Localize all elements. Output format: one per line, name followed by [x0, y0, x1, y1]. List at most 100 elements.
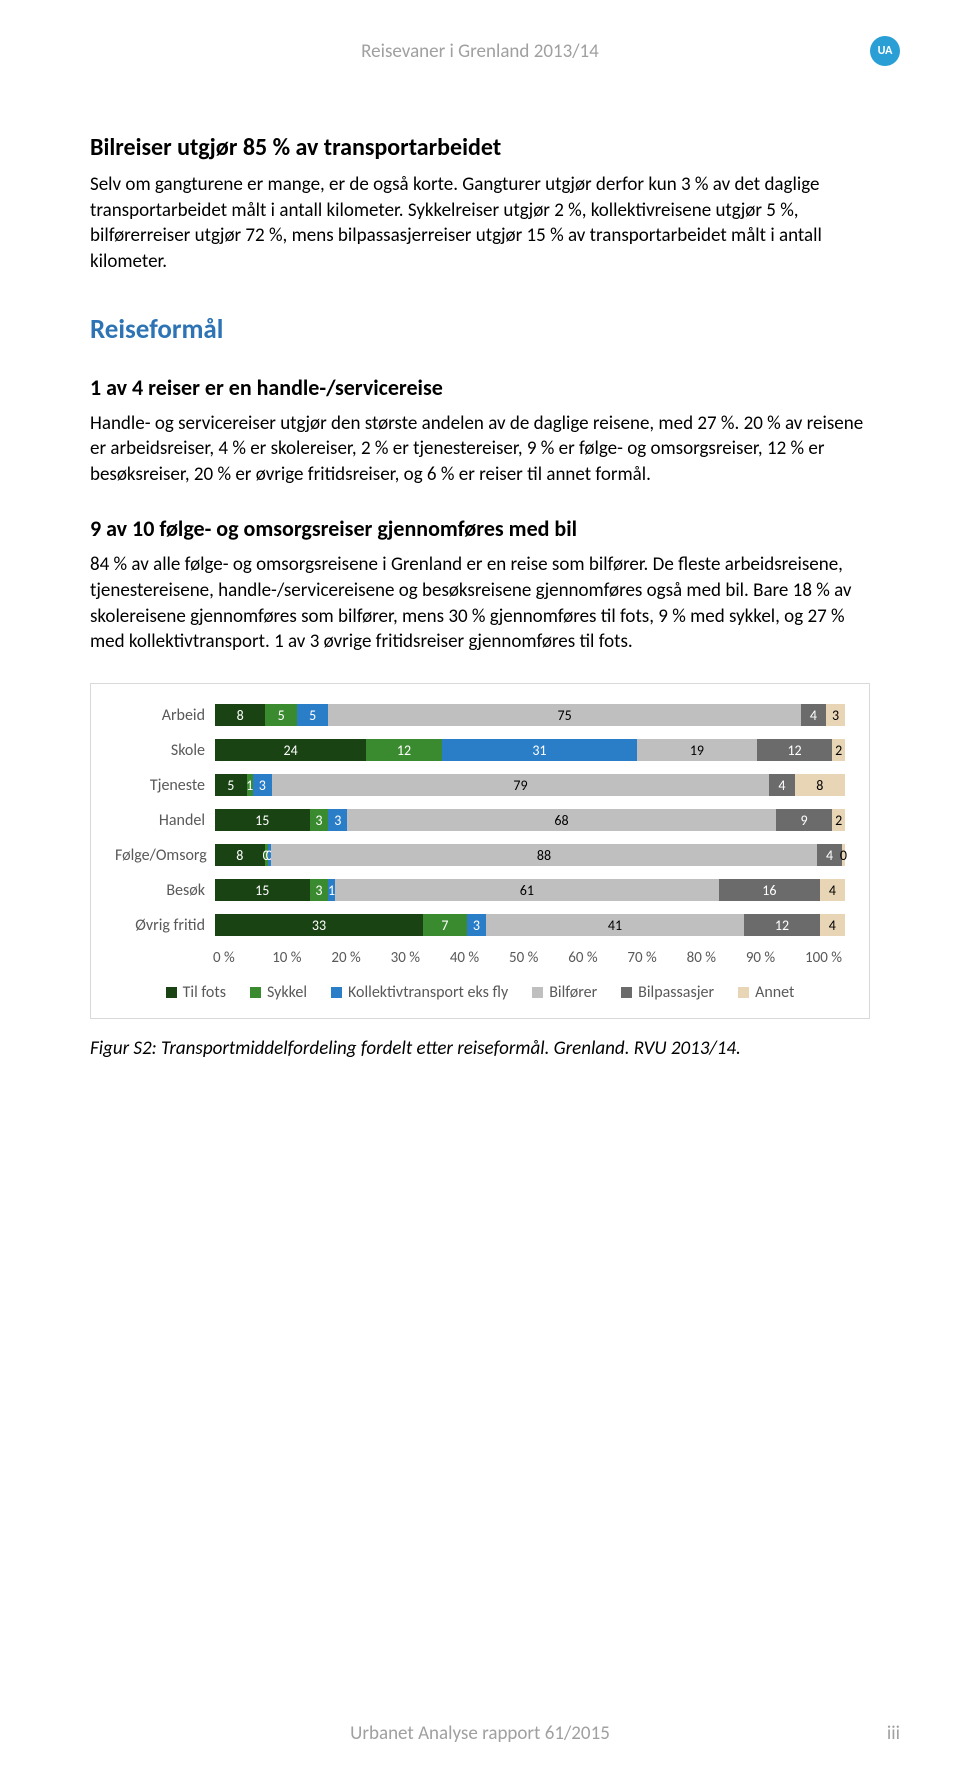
- legend-label: Bilpassasjer: [638, 983, 714, 1002]
- bar-segment: 15: [215, 809, 310, 831]
- bar-track: 8557543: [215, 704, 845, 726]
- axis-tick: 30 %: [391, 949, 450, 967]
- bar-track: 5137948: [215, 774, 845, 796]
- legend-label: Annet: [755, 983, 794, 1002]
- legend-item: Kollektivtransport eks fly: [331, 983, 508, 1002]
- row-label: Øvrig fritid: [115, 916, 215, 935]
- bar-segment: 3: [328, 809, 347, 831]
- legend-item: Bilpassasjer: [621, 983, 714, 1002]
- bar-segment: 5: [297, 704, 329, 726]
- bar-segment: 41: [486, 914, 744, 936]
- sub1-body: Handle- og servicereiser utgjør den stør…: [90, 411, 870, 488]
- section2-title: Reiseformål: [90, 313, 870, 346]
- axis-tick: 70 %: [627, 949, 686, 967]
- stacked-bar-chart: Arbeid8557543Skole24123119122Tjeneste513…: [90, 683, 870, 1019]
- bar-segment: 24: [215, 739, 366, 761]
- axis-tick: 80 %: [687, 949, 746, 967]
- chart-row: Arbeid8557543: [115, 704, 845, 726]
- bar-segment: 16: [719, 879, 820, 901]
- bar-segment: 75: [328, 704, 801, 726]
- chart-row: Følge/Omsorg8008840: [115, 844, 845, 866]
- bar-segment: 0: [842, 844, 845, 866]
- row-label: Skole: [115, 741, 215, 760]
- chart-row: Skole24123119122: [115, 739, 845, 761]
- bar-track: 8008840: [215, 844, 845, 866]
- legend-label: Bilfører: [549, 983, 597, 1002]
- bar-segment: 9: [776, 809, 833, 831]
- bar-segment: 4: [769, 774, 794, 796]
- legend-swatch: [331, 987, 342, 998]
- header-title: Reisevaner i Grenland 2013/14: [90, 40, 870, 63]
- row-label: Følge/Omsorg: [115, 846, 215, 865]
- bar-track: 24123119122: [215, 739, 845, 761]
- footer-text: Urbanet Analyse rapport 61/2015: [350, 1722, 610, 1745]
- sub1-heading: 1 av 4 reiser er en handle-/servicereise: [90, 374, 870, 401]
- chart-row: Handel15336892: [115, 809, 845, 831]
- bar-segment: 19: [637, 739, 757, 761]
- ua-badge: UA: [870, 36, 900, 66]
- bar-segment: 5: [265, 704, 297, 726]
- chart-legend: Til fots Sykkel Kollektivtransport eks fly…: [115, 983, 845, 1002]
- section1-body: Selv om gangturene er mange, er de også …: [90, 172, 870, 275]
- legend-item: Sykkel: [250, 983, 307, 1002]
- bar-segment: 3: [310, 809, 329, 831]
- axis-tick: 20 %: [331, 949, 390, 967]
- page-number: iii: [887, 1722, 900, 1745]
- bar-segment: 4: [820, 879, 845, 901]
- bar-segment: 68: [347, 809, 775, 831]
- chart-row: Besøk153161164: [115, 879, 845, 901]
- legend-item: Annet: [738, 983, 794, 1002]
- legend-swatch: [532, 987, 543, 998]
- section1-heading: Bilreiser utgjør 85 % av transportarbeid…: [90, 133, 870, 162]
- bar-segment: 33: [215, 914, 423, 936]
- bar-segment: 5: [215, 774, 247, 796]
- legend-swatch: [738, 987, 749, 998]
- legend-item: Bilfører: [532, 983, 597, 1002]
- bar-segment: 15: [215, 879, 310, 901]
- axis-tick: 60 %: [568, 949, 627, 967]
- bar-segment: 7: [423, 914, 467, 936]
- axis-tick: 0 %: [213, 949, 272, 967]
- page-footer: Urbanet Analyse rapport 61/2015: [0, 1722, 960, 1745]
- bar-segment: 88: [271, 844, 817, 866]
- bar-track: 337341124: [215, 914, 845, 936]
- legend-item: Til fots: [166, 983, 226, 1002]
- legend-swatch: [250, 987, 261, 998]
- row-label: Besøk: [115, 881, 215, 900]
- bar-segment: 31: [442, 739, 637, 761]
- legend-swatch: [621, 987, 632, 998]
- axis-tick: 100 %: [805, 949, 845, 967]
- bar-segment: 4: [817, 844, 842, 866]
- legend-swatch: [166, 987, 177, 998]
- chart-row: Øvrig fritid337341124: [115, 914, 845, 936]
- bar-segment: 12: [757, 739, 833, 761]
- bar-segment: 8: [215, 704, 265, 726]
- bar-segment: 8: [215, 844, 265, 866]
- axis-tick: 50 %: [509, 949, 568, 967]
- axis-tick: 10 %: [272, 949, 331, 967]
- page-header: Reisevaner i Grenland 2013/14 UA: [90, 40, 870, 63]
- chart-row: Tjeneste5137948: [115, 774, 845, 796]
- bar-segment: 3: [253, 774, 272, 796]
- sub2-heading: 9 av 10 følge- og omsorgsreiser gjennomf…: [90, 515, 870, 542]
- bar-segment: 79: [272, 774, 770, 796]
- axis-tick: 90 %: [746, 949, 805, 967]
- x-axis: 0 %10 %20 %30 %40 %50 %60 %70 %80 %90 %1…: [225, 949, 845, 967]
- bar-segment: 12: [744, 914, 820, 936]
- bar-segment: 3: [310, 879, 329, 901]
- axis-tick: 40 %: [450, 949, 509, 967]
- legend-label: Til fots: [183, 983, 226, 1002]
- bar-segment: 8: [795, 774, 845, 796]
- bar-segment: 2: [832, 809, 845, 831]
- figure-caption: Figur S2: Transportmiddelfordeling forde…: [90, 1037, 870, 1060]
- sub2-body: 84 % av alle følge- og omsorgsreisene i …: [90, 552, 870, 655]
- bar-track: 153161164: [215, 879, 845, 901]
- bar-segment: 4: [801, 704, 826, 726]
- bar-segment: 61: [335, 879, 719, 901]
- bar-segment: 3: [826, 704, 845, 726]
- bar-segment: 3: [467, 914, 486, 936]
- bar-track: 15336892: [215, 809, 845, 831]
- bar-segment: 12: [366, 739, 442, 761]
- legend-label: Sykkel: [267, 983, 307, 1002]
- row-label: Handel: [115, 811, 215, 830]
